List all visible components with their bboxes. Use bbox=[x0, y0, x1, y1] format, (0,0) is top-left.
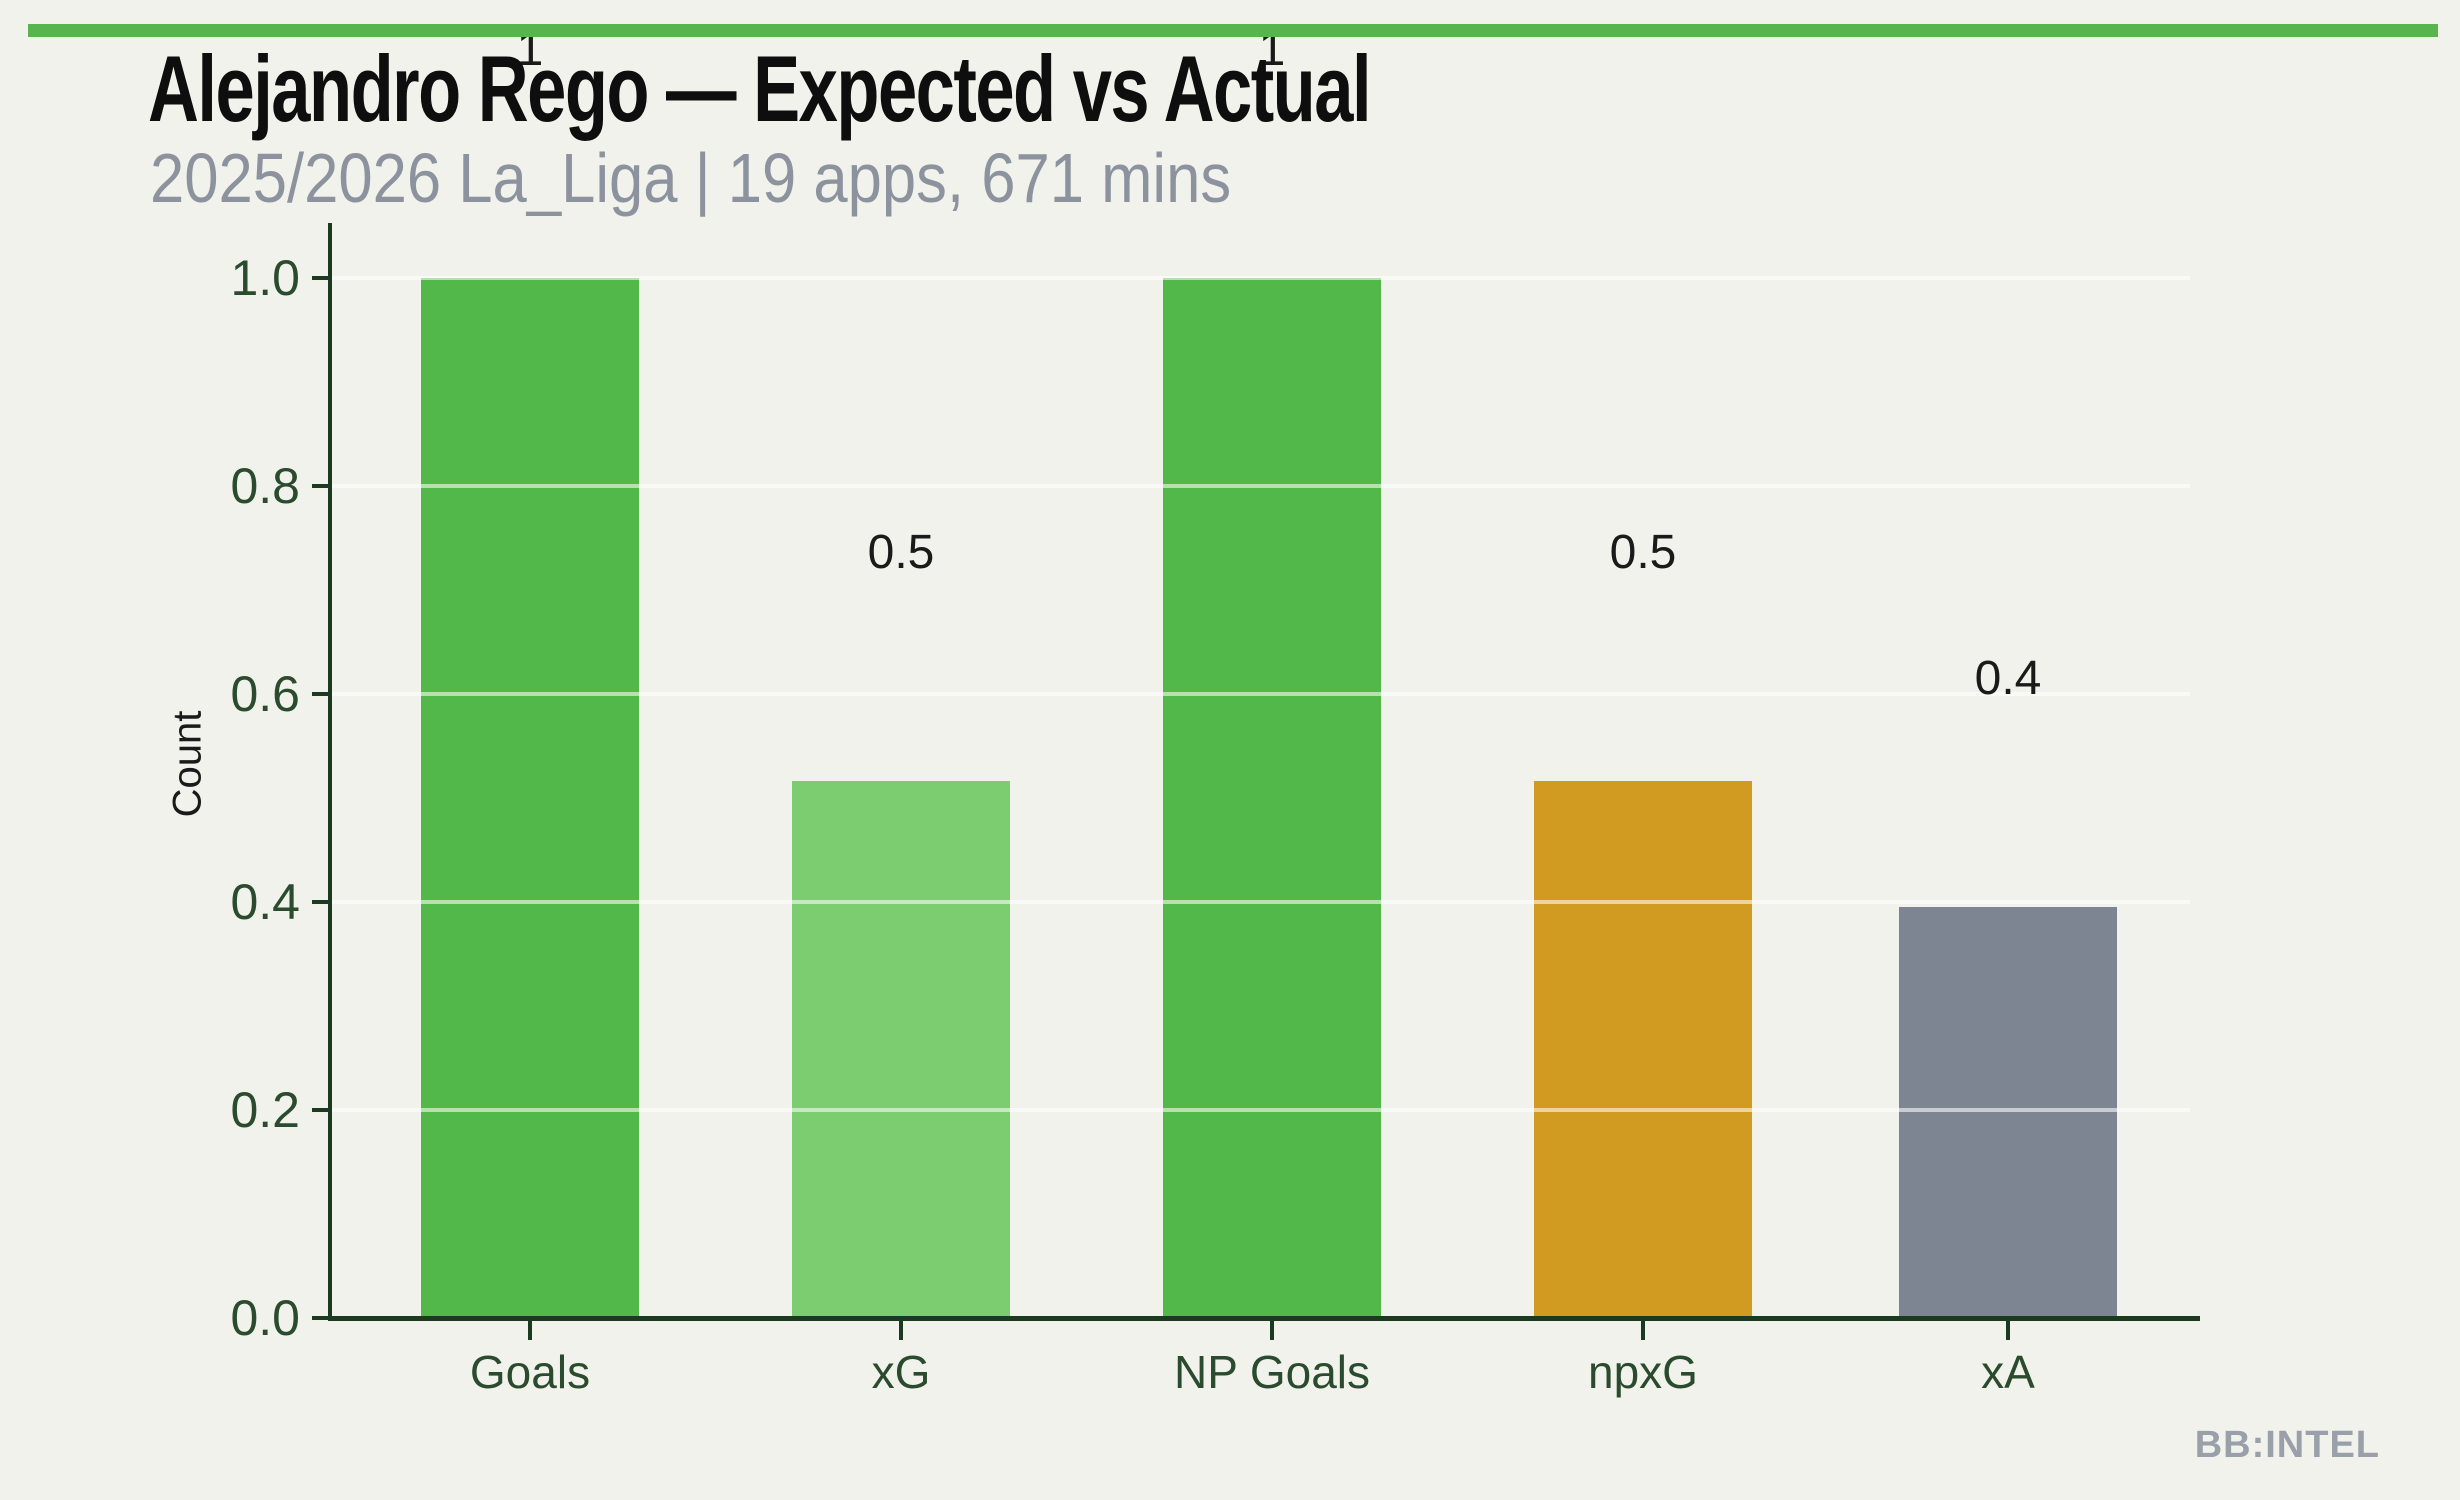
y-tick-label: 0.4 bbox=[230, 874, 300, 930]
y-tick-label: 0.0 bbox=[230, 1290, 300, 1346]
bar-goals bbox=[421, 278, 639, 1318]
x-axis-tick bbox=[2006, 1318, 2010, 1340]
x-tick-label-np-goals: NP Goals bbox=[1173, 1346, 1371, 1398]
y-tick-label: 1.0 bbox=[230, 250, 300, 306]
bar-npxg bbox=[1534, 781, 1752, 1318]
bar-value-label: 0.5 bbox=[867, 526, 935, 579]
x-tick-label-npxg: npxG bbox=[1588, 1346, 1698, 1398]
gridline bbox=[328, 900, 2190, 904]
chart-title: Alejandro Rego — Expected vs Actual bbox=[148, 36, 1372, 141]
y-axis-tick bbox=[312, 276, 330, 280]
y-tick-label: 0.8 bbox=[230, 458, 300, 514]
gridline bbox=[328, 276, 2190, 280]
x-axis-tick bbox=[1641, 1318, 1645, 1340]
y-axis-tick bbox=[312, 1316, 330, 1320]
y-axis-line bbox=[328, 223, 332, 1321]
y-axis-tick bbox=[312, 1108, 330, 1112]
top-accent-stripe bbox=[28, 24, 2438, 37]
y-axis-title: Count bbox=[165, 710, 210, 818]
gridline bbox=[328, 1108, 2190, 1112]
x-axis-tick bbox=[528, 1318, 532, 1340]
y-tick-label: 0.6 bbox=[230, 666, 300, 722]
x-tick-label-xa: xA bbox=[1981, 1346, 2035, 1398]
x-axis-line bbox=[328, 1316, 2200, 1321]
x-axis-tick bbox=[1270, 1318, 1274, 1340]
bar-xa bbox=[1899, 907, 2117, 1318]
bar-xg bbox=[792, 781, 1010, 1318]
y-axis-tick bbox=[312, 692, 330, 696]
bar-value-label: 0.4 bbox=[1974, 652, 2042, 705]
watermark: BB:INTEL bbox=[2194, 1424, 2380, 1466]
x-axis-tick bbox=[899, 1318, 903, 1340]
bar-np-goals bbox=[1163, 278, 1381, 1318]
x-tick-label-xg: xG bbox=[871, 1346, 931, 1398]
y-axis-tick bbox=[312, 484, 330, 488]
y-tick-label: 0.2 bbox=[230, 1082, 300, 1138]
x-tick-label-goals: Goals bbox=[469, 1346, 591, 1398]
chart-subtitle: 2025/2026 La_Liga | 19 apps, 671 mins bbox=[150, 139, 1232, 217]
bar-value-label: 0.5 bbox=[1609, 526, 1677, 579]
y-axis-tick bbox=[312, 900, 330, 904]
gridline bbox=[328, 484, 2190, 488]
gridline bbox=[328, 692, 2190, 696]
